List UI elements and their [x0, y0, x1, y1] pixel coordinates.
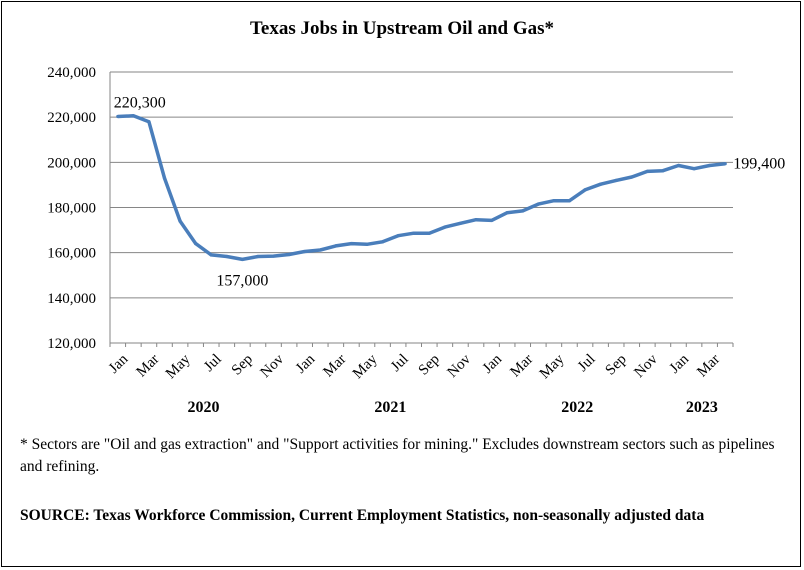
- data-point: [505, 211, 509, 215]
- data-point: [474, 218, 478, 222]
- x-tick-label: Mar: [134, 351, 163, 380]
- x-axis-ticks: Jan Mar May Jul Sep Nov Jan Mar May Jul Sep Nov Jan M…: [106, 351, 723, 382]
- footnote: * Sectors are "Oil and gas extraction" a…: [20, 436, 775, 475]
- y-tick-label: 220,000: [47, 110, 96, 126]
- y-tick-label: 140,000: [47, 291, 96, 307]
- data-point: [521, 209, 525, 213]
- x-tick-label: Jan: [106, 351, 132, 377]
- series-points: [116, 114, 727, 262]
- year-label: 2023: [686, 399, 718, 416]
- data-point: [723, 162, 727, 166]
- data-point: [676, 163, 681, 168]
- data-point: [645, 169, 649, 173]
- y-tick-label: 120,000: [47, 336, 96, 352]
- data-point: [147, 120, 151, 124]
- x-tick-label: May: [350, 351, 381, 382]
- data-point: [334, 244, 338, 248]
- data-point: [209, 253, 213, 257]
- data-point: [692, 167, 696, 171]
- x-tick-label: Jul: [575, 351, 599, 375]
- data-point: [194, 242, 198, 246]
- data-label: 220,300: [114, 94, 166, 111]
- x-tick-label: Jul: [388, 351, 412, 375]
- year-label: 2020: [187, 399, 219, 416]
- y-tick-label: 200,000: [47, 155, 96, 171]
- data-point: [318, 248, 322, 252]
- data-point: [256, 254, 260, 259]
- year-label: 2021: [374, 399, 406, 416]
- x-tick-label: Mar: [320, 351, 349, 380]
- data-point: [162, 176, 167, 180]
- data-point: [287, 252, 291, 257]
- x-tick-label: May: [163, 351, 194, 382]
- data-point: [225, 254, 229, 259]
- x-tick-label: Sep: [416, 351, 443, 378]
- x-tick-label: Nov: [258, 351, 288, 381]
- axes: [109, 72, 734, 347]
- x-tick-label: Jan: [293, 351, 319, 377]
- x-tick-label: Jan: [667, 351, 693, 377]
- year-label: 2022: [561, 399, 593, 416]
- data-point: [271, 254, 276, 258]
- data-point: [380, 240, 385, 244]
- y-axis-ticks: 120,000 140,000 160,000 180,000 200,000 220,0…: [47, 65, 96, 352]
- data-point: [427, 231, 431, 235]
- data-point: [443, 225, 447, 229]
- data-point: [349, 242, 354, 246]
- y-tick-label: 160,000: [47, 246, 96, 262]
- x-tick-label: Sep: [603, 351, 630, 378]
- x-tick-label: Nov: [444, 351, 474, 381]
- x-tick-label: Nov: [631, 351, 661, 381]
- x-tick-label: Jul: [201, 351, 225, 375]
- series-line: [117, 114, 726, 262]
- y-tick-label: 180,000: [47, 201, 96, 217]
- data-point: [412, 231, 416, 235]
- gridlines: [110, 71, 733, 344]
- data-point: [489, 218, 494, 222]
- data-point: [303, 249, 307, 254]
- y-tick-label: 240,000: [47, 65, 96, 81]
- x-tick-label: Sep: [229, 351, 256, 378]
- data-point: [365, 242, 369, 246]
- data-point: [396, 234, 400, 238]
- data-label: 157,000: [216, 272, 268, 289]
- data-point: [116, 114, 120, 119]
- data-point: [583, 188, 587, 192]
- data-point: [552, 199, 556, 203]
- x-tick-label: Mar: [507, 351, 536, 380]
- data-point: [630, 175, 634, 179]
- data-point: [240, 257, 244, 262]
- data-point: [131, 114, 135, 118]
- source-note: SOURCE: Texas Workforce Commission, Curr…: [20, 507, 705, 524]
- line-chart: 120,000 140,000 160,000 180,000 200,000 220,0…: [47, 65, 785, 416]
- data-label: 199,400: [733, 156, 785, 173]
- x-tick-label: May: [537, 351, 568, 382]
- x-tick-label: Mar: [694, 351, 723, 380]
- data-point: [567, 199, 572, 203]
- year-labels: 2020 2021 2022 2023: [187, 399, 717, 416]
- x-tick-label: Jan: [480, 351, 506, 377]
- data-point: [536, 202, 540, 206]
- data-point: [661, 169, 665, 173]
- data-point: [458, 221, 463, 225]
- data-point: [614, 178, 618, 182]
- annotations: 220,300 157,000 199,400: [114, 94, 785, 289]
- chart-title: Texas Jobs in Upstream Oil and Gas*: [249, 18, 555, 39]
- data-point: [599, 182, 603, 186]
- data-point: [708, 163, 712, 168]
- data-point: [178, 219, 182, 223]
